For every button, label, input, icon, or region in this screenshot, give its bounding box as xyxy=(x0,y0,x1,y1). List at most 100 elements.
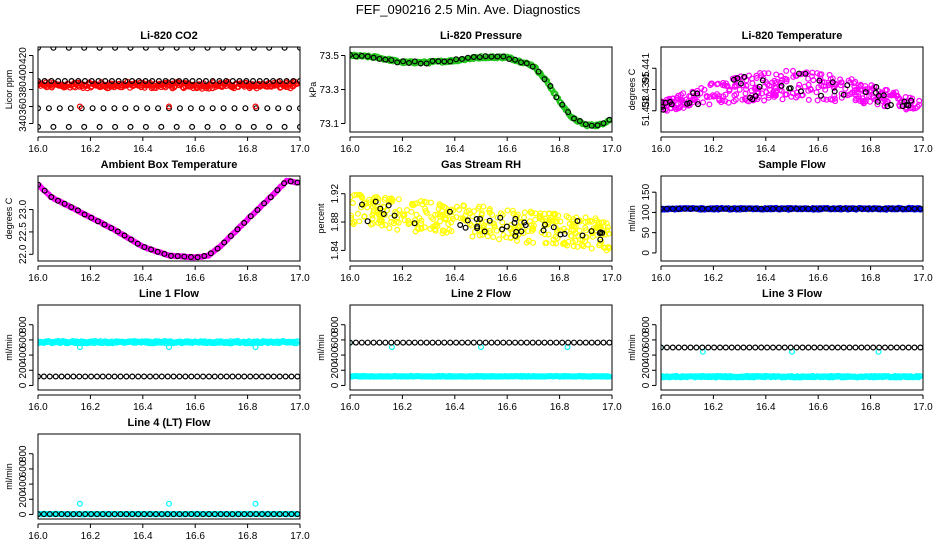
data-point-temp xyxy=(813,89,820,96)
data-point-pressure-black xyxy=(488,53,495,60)
data-point-rh xyxy=(572,237,579,244)
x-tick-label: 16.2 xyxy=(704,144,724,155)
data-point-temp-black xyxy=(887,101,894,108)
data-point-black xyxy=(259,373,266,380)
data-point-temp xyxy=(722,91,729,98)
data-point-rh xyxy=(605,244,612,251)
data-point-black xyxy=(264,373,271,380)
data-point-black xyxy=(241,511,248,518)
x-tick-label: 16.4 xyxy=(133,144,153,155)
data-point-rh xyxy=(500,232,507,239)
data-point-temp xyxy=(777,72,784,79)
data-point-rh xyxy=(414,200,421,207)
data-point-temp xyxy=(818,82,825,89)
y-tick-label: 400 xyxy=(18,475,29,492)
data-point-temp xyxy=(916,101,923,108)
data-point-temp xyxy=(764,81,771,88)
data-point-temp xyxy=(807,85,814,92)
data-point-rh xyxy=(568,223,575,230)
data-point-upper xyxy=(127,47,134,51)
y-tick-label: 400 xyxy=(330,346,341,363)
data-point-rh xyxy=(529,224,536,231)
data-point-mid xyxy=(297,105,300,112)
x-tick-label: 16.4 xyxy=(133,402,153,413)
data-point-black xyxy=(769,344,776,351)
y-axis-label: ml/min xyxy=(627,205,637,232)
data-point-rh-black xyxy=(457,222,464,229)
x-tick-label: 16.6 xyxy=(808,144,828,155)
data-point-low xyxy=(189,123,196,130)
y-tick-label: 600 xyxy=(18,460,29,477)
data-point-rh xyxy=(548,214,555,221)
data-point-low xyxy=(65,123,72,130)
data-point-black xyxy=(846,205,853,212)
data-point-box-black xyxy=(287,178,294,185)
data-point-temp xyxy=(708,80,715,87)
panel-title: Line 1 Flow xyxy=(139,288,199,300)
data-point-black xyxy=(93,373,100,380)
data-point-black xyxy=(864,205,871,212)
data-point-rh xyxy=(413,211,420,218)
data-point-temp-black xyxy=(862,89,869,96)
panels-grid: Li-820 CO2 16.0 16.2 16.4 16.6 16.8 17.0 340360… xyxy=(4,30,933,540)
data-point-rh-black xyxy=(599,229,606,236)
data-point-rh xyxy=(526,218,533,225)
data-point-temp xyxy=(837,76,844,83)
data-point-black xyxy=(834,205,841,212)
plot-frame xyxy=(37,304,301,391)
y-tick-label: 800 xyxy=(330,316,341,333)
data-point-rh xyxy=(463,208,470,215)
data-point-temp xyxy=(889,91,896,98)
data-point-mid xyxy=(264,105,271,112)
data-point-pressure-black xyxy=(482,53,489,60)
data-point-black xyxy=(746,344,753,351)
data-point-temp xyxy=(680,104,687,111)
y-tick-label: 400 xyxy=(641,346,652,363)
data-point-rh xyxy=(521,209,528,216)
data-point-black xyxy=(781,205,788,212)
data-point-temp xyxy=(743,86,750,93)
data-point-black xyxy=(911,344,918,351)
data-point-black xyxy=(787,205,794,212)
data-point-low xyxy=(297,123,300,130)
data-point-rh xyxy=(437,218,444,225)
data-point-mid xyxy=(242,105,249,112)
data-point-low xyxy=(96,123,103,130)
data-point-temp-black xyxy=(880,92,887,99)
page-title: FEF_090216 2.5 Min. Ave. Diagnostics xyxy=(356,2,581,17)
data-point-black xyxy=(899,205,906,212)
data-point-rh xyxy=(564,242,571,249)
x-tick-label: 16.6 xyxy=(185,531,205,540)
data-point-cyan-dips xyxy=(252,344,259,351)
data-point-temp xyxy=(789,67,796,74)
data-point-pressure-black xyxy=(476,54,483,61)
data-point-rh xyxy=(552,211,559,218)
data-point-pressure-black xyxy=(576,117,583,124)
data-point-black xyxy=(288,511,295,518)
data-point-mid xyxy=(89,105,96,112)
data-point-black xyxy=(352,339,359,346)
y-axis-label: ml/min xyxy=(4,463,14,490)
data-point-rh xyxy=(448,219,455,226)
panel-title: Li-820 CO2 xyxy=(140,30,197,42)
data-point-black xyxy=(482,339,489,346)
data-point-box-black xyxy=(267,194,274,201)
data-point-black xyxy=(693,205,700,212)
panel-title: Ambient Box Temperature xyxy=(101,159,238,171)
data-point-black xyxy=(881,344,888,351)
data-point-rh-black xyxy=(477,216,484,223)
data-point-black xyxy=(681,205,688,212)
data-point-high xyxy=(270,77,277,84)
data-point-rh xyxy=(592,215,599,222)
data-point-black xyxy=(38,511,41,518)
data-point-temp-black xyxy=(802,70,809,77)
data-point-temp xyxy=(701,86,708,93)
x-tick-label: 16.0 xyxy=(28,273,48,284)
data-point-black xyxy=(523,339,530,346)
data-point-temp xyxy=(697,90,704,97)
data-point-temp xyxy=(721,82,728,89)
y-tick-label: 73.5 xyxy=(320,51,340,62)
y-tick-label: 0 xyxy=(18,382,29,388)
data-point-black xyxy=(799,344,806,351)
data-point-mid xyxy=(187,105,194,112)
